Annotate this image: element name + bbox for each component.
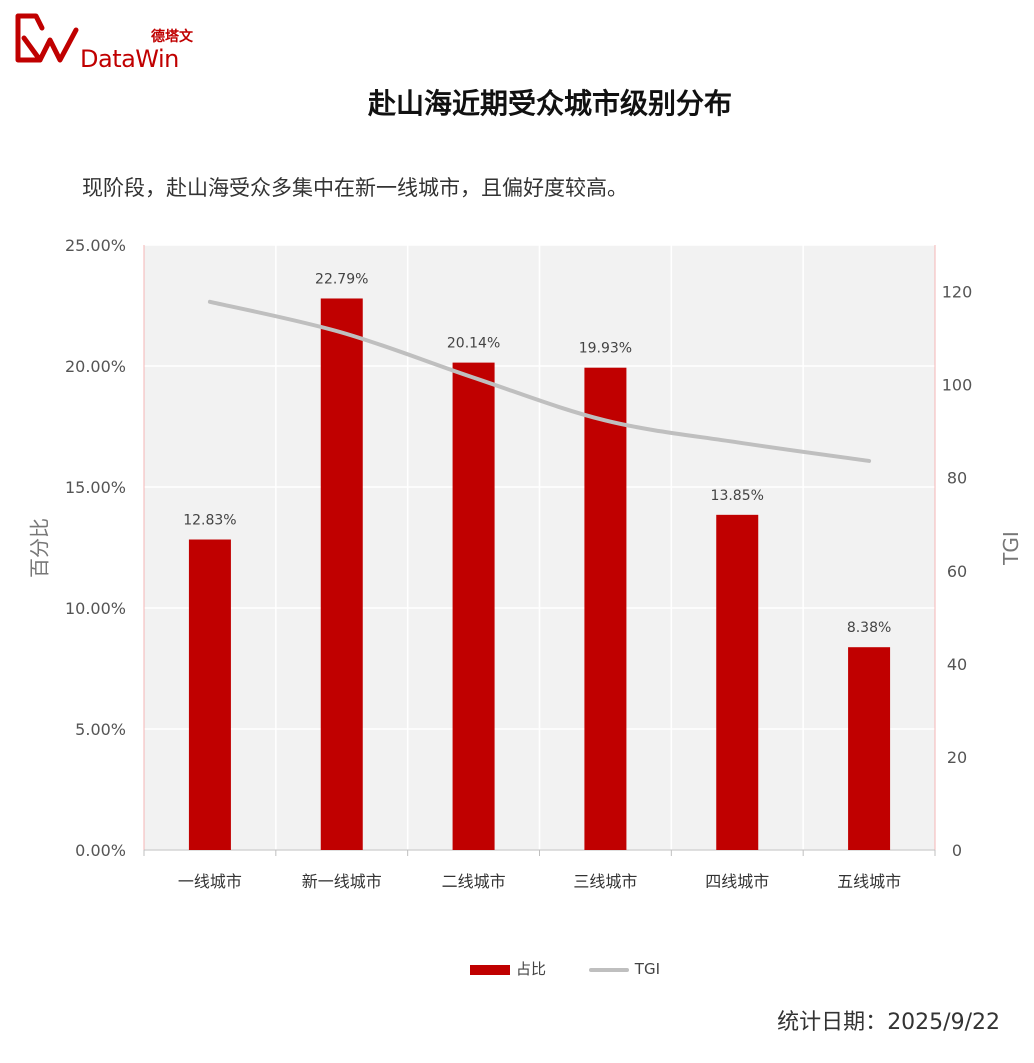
- y-tick-left: 10.00%: [65, 599, 126, 618]
- stat-date-value: 2025/9/22: [887, 1010, 1000, 1035]
- y-tick-right: 100: [942, 376, 973, 395]
- x-tick-label: 一线城市: [178, 872, 242, 891]
- logo-cn-text: 德塔文: [151, 29, 193, 45]
- bar-5: [716, 514, 759, 850]
- legend-item-share: 占比: [470, 958, 546, 979]
- y-tick-left: 0.00%: [75, 841, 126, 860]
- legend-label-share: 占比: [516, 960, 547, 978]
- bar-data-label: 12.83%: [183, 513, 236, 529]
- chart-subtitle: 现阶段，赴山海受众多集中在新一线城市，且偏好度较高。: [82, 176, 628, 200]
- y-tick-right: 40: [947, 655, 967, 674]
- y-tick-right: 60: [947, 562, 967, 581]
- x-tick-label: 新一线城市: [302, 872, 382, 891]
- y-tick-right: 120: [942, 283, 973, 302]
- legend-label-tgi: TGI: [634, 960, 661, 978]
- chart-title: 赴山海近期受众城市级别分布: [367, 87, 732, 120]
- datawin-logo: 德塔文 DataWin: [14, 10, 204, 73]
- x-tick-label: 二线城市: [442, 872, 506, 891]
- y-tick-right: 20: [947, 748, 967, 767]
- bar-data-label: 13.85%: [711, 488, 764, 504]
- x-tick-label: 三线城市: [573, 872, 637, 891]
- chart-legend: 占比 TGI: [470, 958, 698, 979]
- y-tick-right: 80: [947, 469, 967, 488]
- datawin-logo-mark-icon: [15, 13, 79, 63]
- y-tick-left: 5.00%: [75, 720, 126, 739]
- y-tick-left: 20.00%: [65, 357, 126, 376]
- y-tick-right: 0: [952, 841, 962, 860]
- stat-date: 统计日期：2025/9/22: [777, 1004, 1000, 1036]
- bar-1: [188, 539, 231, 850]
- bar-data-label: 22.79%: [315, 271, 368, 287]
- bar-6: [848, 647, 891, 850]
- bar-data-label: 19.93%: [579, 341, 632, 357]
- x-tick-label: 四线城市: [705, 872, 769, 891]
- tgi-line: [207, 299, 872, 463]
- legend-swatch-line: [588, 967, 629, 972]
- stat-date-label: 统计日期：: [777, 1010, 888, 1035]
- bar-data-label: 20.14%: [447, 336, 500, 352]
- bar-data-label: 8.38%: [847, 620, 891, 636]
- legend-swatch-bar: [470, 964, 510, 975]
- y-tick-left: 15.00%: [65, 478, 126, 497]
- legend-item-tgi: TGI: [588, 960, 661, 978]
- bar-3: [452, 362, 495, 850]
- y-tick-left: 25.00%: [65, 236, 126, 255]
- bar-2: [320, 298, 363, 850]
- x-tick-label: 五线城市: [837, 872, 901, 891]
- bar-4: [584, 367, 627, 850]
- logo-en-text: DataWin: [80, 45, 179, 73]
